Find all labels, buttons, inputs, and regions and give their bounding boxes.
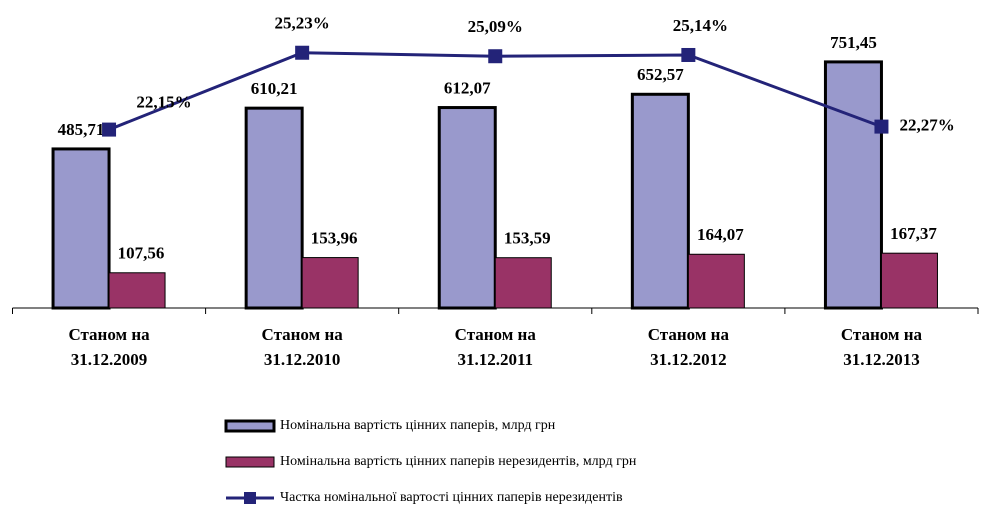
data-label: 22,27%	[899, 116, 954, 135]
legend-swatch	[244, 492, 256, 504]
x-tick-label: Станом на	[455, 325, 537, 344]
data-label: 610,21	[251, 79, 298, 98]
data-label: 751,45	[830, 33, 877, 52]
x-tick-label: Станом на	[68, 325, 150, 344]
data-label: 153,59	[504, 229, 551, 248]
legend-swatch	[224, 419, 276, 433]
bar	[687, 253, 745, 309]
legend-swatch	[225, 456, 275, 468]
legend-label: Номінальна вартість цінних паперів нерез…	[280, 454, 637, 469]
bar	[51, 147, 111, 310]
x-tick-label: 31.12.2009	[71, 350, 148, 369]
x-tick-label: Станом на	[841, 325, 923, 344]
x-tick-label: 31.12.2011	[457, 350, 533, 369]
bar	[630, 92, 690, 310]
data-label: 25,23%	[275, 14, 330, 33]
data-label: 25,09%	[468, 17, 523, 36]
data-label: 153,96	[311, 228, 358, 247]
bar	[823, 60, 883, 310]
data-label: 107,56	[118, 244, 165, 263]
bar	[494, 257, 552, 309]
data-label: 612,07	[444, 78, 491, 97]
line-marker	[681, 47, 696, 62]
data-label: 164,07	[697, 225, 744, 244]
x-tick-label: 31.12.2013	[843, 350, 920, 369]
x-tick-label: 31.12.2010	[264, 350, 341, 369]
line-marker	[102, 122, 117, 137]
bar	[244, 106, 304, 310]
x-tick-label: Станом на	[648, 325, 730, 344]
bar	[108, 272, 166, 309]
bar	[301, 257, 359, 309]
line-marker	[295, 45, 310, 60]
line-marker	[488, 49, 503, 64]
data-label: 25,14%	[673, 16, 728, 35]
legend-label: Номінальна вартість цінних паперів, млрд…	[280, 418, 556, 433]
data-label: 167,37	[890, 224, 937, 243]
bar	[880, 252, 938, 309]
data-label: 652,57	[637, 65, 684, 84]
data-label: 485,71	[58, 120, 105, 139]
line-marker	[874, 119, 889, 134]
x-tick-label: Станом на	[262, 325, 344, 344]
bar	[437, 106, 497, 310]
legend-label: Частка номінальної вартості цінних папер…	[280, 490, 623, 505]
x-tick-label: 31.12.2012	[650, 350, 727, 369]
data-label: 22,15%	[136, 92, 191, 111]
